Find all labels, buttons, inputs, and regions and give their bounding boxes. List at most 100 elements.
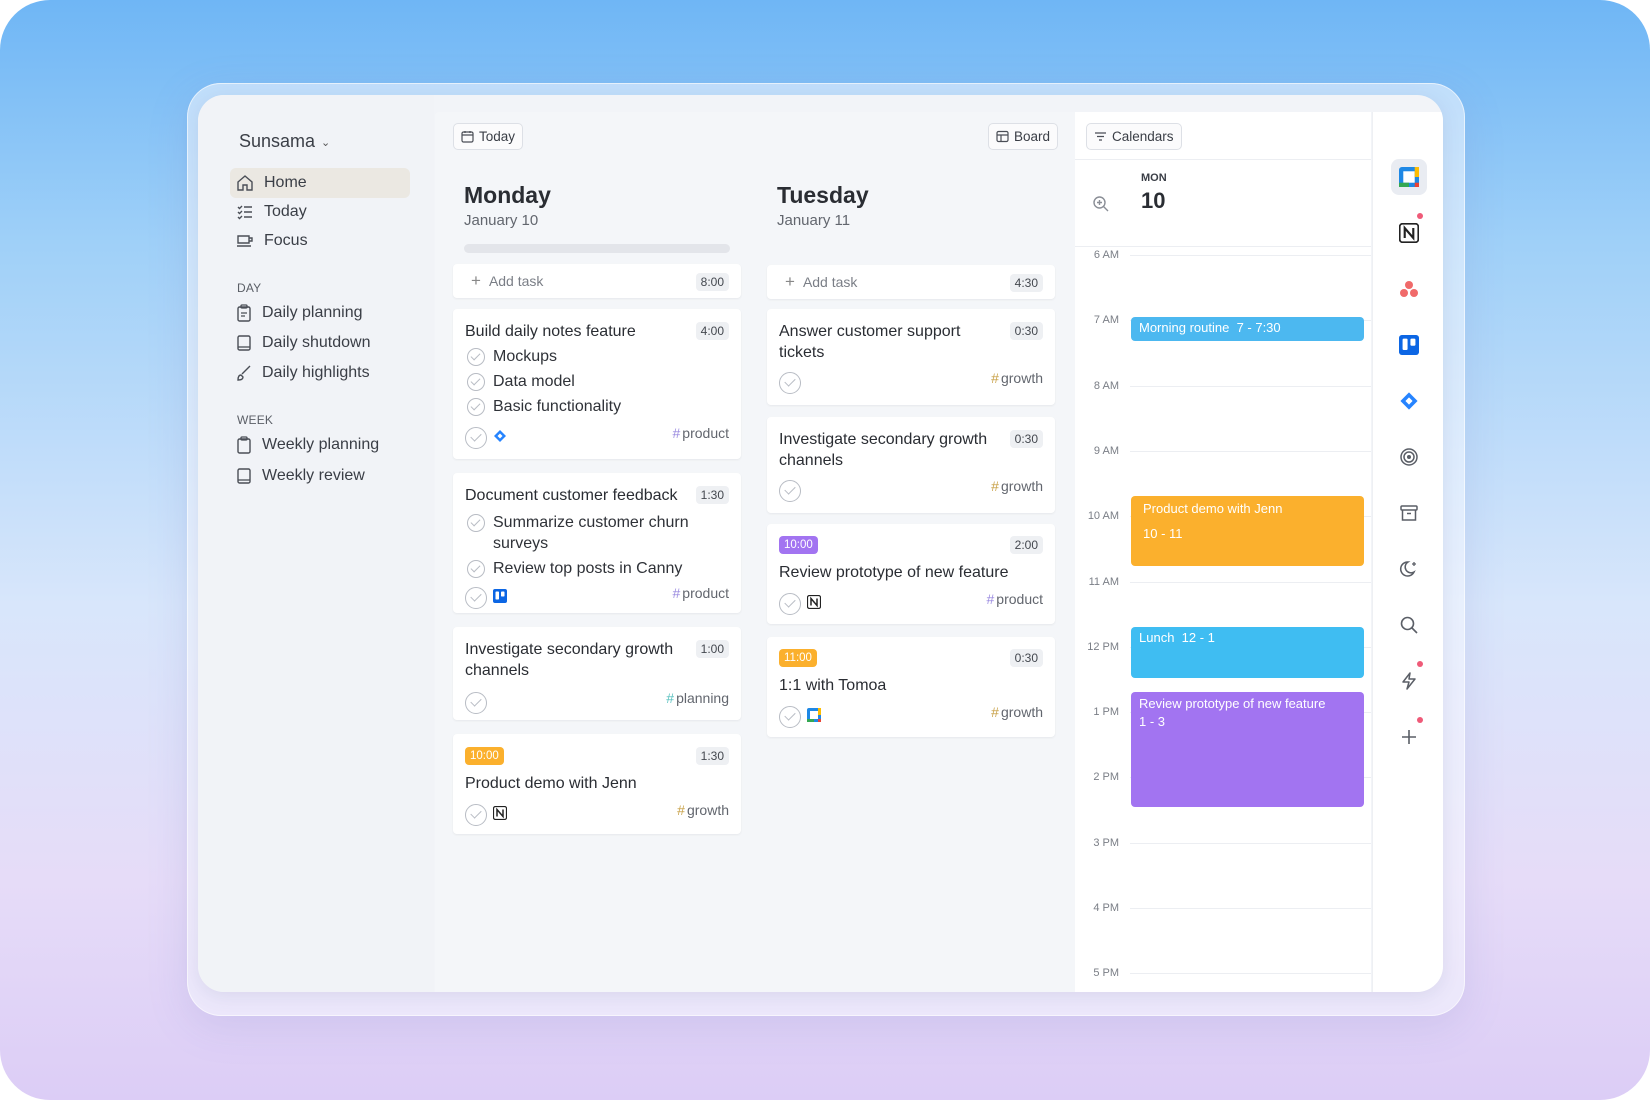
sidebar-item-focus[interactable]: Focus xyxy=(230,226,410,256)
sidebar-item-daily-planning[interactable]: Daily planning xyxy=(230,298,410,328)
tag[interactable]: # product xyxy=(672,585,730,601)
rail-night-mode[interactable] xyxy=(1391,551,1427,587)
check-icon[interactable] xyxy=(467,514,485,532)
complete-task-checkbox[interactable] xyxy=(779,372,801,394)
section-label-day: DAY xyxy=(237,281,262,295)
start-time-badge[interactable]: 10:00 xyxy=(465,747,504,765)
rail-add[interactable] xyxy=(1391,719,1427,755)
hour-label: 12 PM xyxy=(1087,640,1119,653)
task-card[interactable]: Document customer feedback 1:30 Summariz… xyxy=(453,473,741,613)
hour-label: 3 PM xyxy=(1093,836,1119,849)
calendar-panel: Calendars MON 10 6 AM 7 AM 8 AM 9 AM 10 AM 11… xyxy=(1075,112,1371,992)
hour-label: 1 PM xyxy=(1093,706,1119,719)
hour-label: 9 AM xyxy=(1093,444,1119,457)
start-time-badge[interactable]: 11:00 xyxy=(779,649,817,667)
check-icon[interactable] xyxy=(467,348,485,366)
tag[interactable]: # product xyxy=(986,591,1044,607)
notion-icon xyxy=(807,595,821,609)
rail-google-calendar[interactable] xyxy=(1391,159,1427,195)
tag[interactable]: # growth xyxy=(677,802,729,818)
rail-archive[interactable] xyxy=(1391,495,1427,531)
task-card[interactable]: Investigate secondary growth channels 0:… xyxy=(767,417,1055,513)
hour-label: 5 PM xyxy=(1093,967,1119,980)
jira-icon xyxy=(1400,392,1418,410)
check-icon[interactable] xyxy=(467,560,485,578)
sidebar-item-daily-highlights[interactable]: Daily highlights xyxy=(230,358,410,388)
task-card[interactable]: Investigate secondary growth channels 1:… xyxy=(453,627,741,720)
complete-task-checkbox[interactable] xyxy=(779,480,801,502)
rail-asana[interactable] xyxy=(1391,271,1427,307)
rail-jira[interactable] xyxy=(1391,383,1427,419)
hour-line xyxy=(1130,581,1371,583)
check-icon[interactable] xyxy=(467,398,485,416)
column-date-monday: January 10 xyxy=(464,212,539,229)
tag[interactable]: # growth xyxy=(991,370,1043,386)
notion-icon xyxy=(1399,223,1419,243)
workspace-switcher[interactable]: Sunsama ⌄ xyxy=(239,131,330,152)
complete-task-checkbox[interactable] xyxy=(779,706,801,728)
task-title: Investigate secondary growth channels xyxy=(465,641,674,679)
plus-icon: + xyxy=(471,271,481,290)
tag[interactable]: # product xyxy=(672,425,730,441)
check-icon[interactable] xyxy=(467,373,485,391)
plus-icon xyxy=(1402,730,1416,744)
task-card[interactable]: 10:00 2:00 Review prototype of new featu… xyxy=(767,524,1055,624)
divider xyxy=(1075,159,1371,160)
task-title: Investigate secondary growth channels xyxy=(779,431,988,469)
subtask[interactable]: Mockups xyxy=(467,346,557,367)
archive-icon xyxy=(1400,505,1418,521)
add-task-tuesday[interactable]: + Add task 4:30 xyxy=(767,265,1055,299)
asana-icon xyxy=(1400,281,1418,297)
complete-task-checkbox[interactable] xyxy=(465,692,487,714)
tag[interactable]: # growth xyxy=(991,478,1043,494)
start-time-badge[interactable]: 10:00 xyxy=(779,536,818,554)
sidebar-item-daily-shutdown[interactable]: Daily shutdown xyxy=(230,328,410,358)
sidebar-item-today[interactable]: Today xyxy=(230,197,410,227)
complete-task-checkbox[interactable] xyxy=(465,804,487,826)
subtask[interactable]: Data model xyxy=(467,371,575,392)
today-button[interactable]: Today xyxy=(453,123,524,150)
calendar-icon xyxy=(461,131,474,143)
calendar-event[interactable]: Product demo with Jenn 10 - 11 xyxy=(1131,496,1364,566)
total-time: 4:30 xyxy=(1009,274,1043,292)
sidebar-item-weekly-review[interactable]: Weekly review xyxy=(230,461,410,491)
add-task-monday[interactable]: + Add task 8:00 xyxy=(453,264,741,298)
rail-trello[interactable] xyxy=(1391,327,1427,363)
complete-task-checkbox[interactable] xyxy=(465,427,487,449)
hour-line xyxy=(1130,385,1371,387)
tag[interactable]: # growth xyxy=(991,704,1043,720)
task-card[interactable]: 10:00 1:30 Product demo with Jenn # growt… xyxy=(453,734,741,834)
trello-icon xyxy=(1399,335,1419,355)
sidebar-item-home[interactable]: Home xyxy=(230,168,410,198)
total-time: 8:00 xyxy=(695,273,729,291)
complete-task-checkbox[interactable] xyxy=(779,593,801,615)
cup-icon xyxy=(237,235,253,247)
calendar-event[interactable]: Morning routine 7 - 7:30 xyxy=(1131,317,1364,341)
subtask[interactable]: Review top posts in Canny xyxy=(467,558,682,579)
task-card[interactable]: 11:00 0:30 1:1 with Tomoa # growth xyxy=(767,637,1055,737)
task-card[interactable]: Answer customer support tickets 0:30 # gr… xyxy=(767,309,1055,405)
zoom-in-icon[interactable] xyxy=(1092,195,1110,213)
rail-search[interactable] xyxy=(1391,607,1427,643)
calendar-event[interactable]: Review prototype of new feature 1 - 3 xyxy=(1131,692,1364,807)
calendars-button[interactable]: Calendars xyxy=(1086,123,1182,150)
column-date-tuesday: January 11 xyxy=(777,212,851,229)
subtask[interactable]: Basic functionality xyxy=(467,396,621,417)
tag[interactable]: # planning xyxy=(666,690,729,706)
brush-icon xyxy=(237,365,251,381)
time-estimate: 4:00 xyxy=(695,322,729,340)
hour-label: 2 PM xyxy=(1093,771,1119,784)
calendar-event[interactable]: Lunch 12 - 1 xyxy=(1131,627,1364,678)
rail-quick-actions[interactable] xyxy=(1391,663,1427,699)
sidebar-item-weekly-planning[interactable]: Weekly planning xyxy=(230,430,410,460)
hour-line xyxy=(1130,450,1371,452)
rail-notion[interactable] xyxy=(1391,215,1427,251)
task-card[interactable]: Build daily notes feature 4:00 Mockups D… xyxy=(453,309,741,459)
complete-task-checkbox[interactable] xyxy=(465,587,487,609)
subtask[interactable]: Summarize customer churn surveys xyxy=(467,512,717,554)
board-button[interactable]: Board xyxy=(988,123,1059,150)
board: Today Board Monday January 10 + Add task… xyxy=(435,112,1075,992)
hour-label: 7 AM xyxy=(1093,314,1119,327)
rail-goals[interactable] xyxy=(1391,439,1427,475)
task-title: Answer customer support tickets xyxy=(779,323,961,361)
